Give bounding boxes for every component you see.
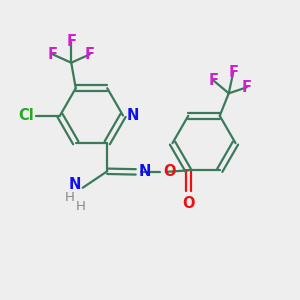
Text: F: F	[85, 47, 95, 62]
Text: H: H	[65, 191, 75, 204]
Text: O: O	[182, 196, 194, 211]
Text: O: O	[163, 164, 175, 179]
Text: N: N	[127, 108, 139, 123]
Text: N: N	[139, 164, 151, 179]
Text: F: F	[48, 47, 58, 62]
Text: F: F	[228, 65, 238, 80]
Text: Cl: Cl	[18, 108, 34, 123]
Text: F: F	[242, 80, 252, 95]
Text: F: F	[66, 34, 76, 49]
Text: F: F	[209, 73, 219, 88]
Text: H: H	[76, 200, 86, 213]
Text: N: N	[69, 177, 81, 192]
